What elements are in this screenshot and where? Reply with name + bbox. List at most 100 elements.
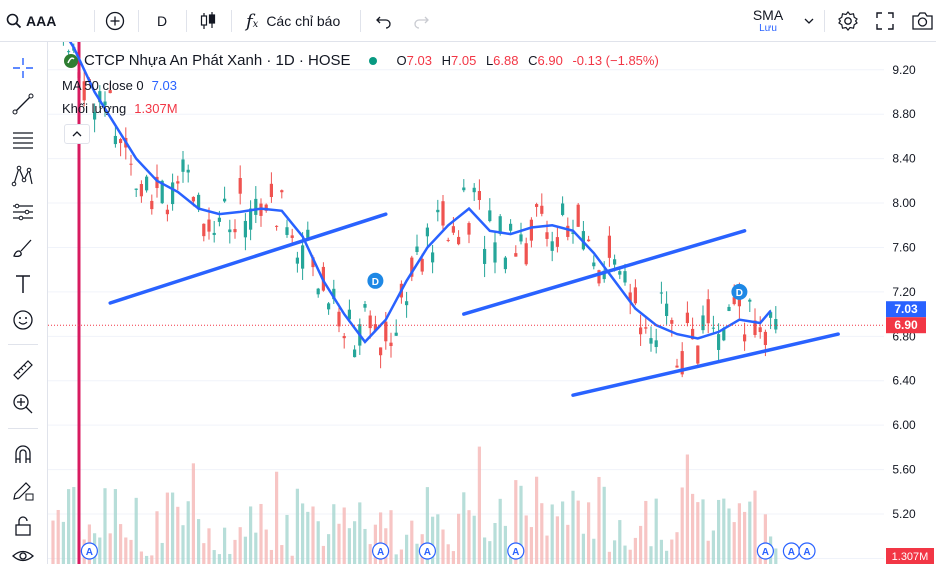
volume-bar: [285, 514, 289, 564]
event-marker-text: A: [377, 547, 384, 558]
candle-body: [160, 180, 164, 204]
candle-body: [368, 315, 372, 329]
candle-body: [347, 309, 351, 320]
emoji-tool[interactable]: [9, 306, 37, 334]
candle-body: [665, 303, 669, 317]
volume-bar: [394, 554, 398, 564]
volume-last-text: 1.307M: [892, 551, 929, 563]
trendline: [462, 229, 747, 316]
event-marker-circle: [756, 542, 775, 560]
visibility-tool[interactable]: [9, 542, 37, 570]
volume-bar: [181, 525, 185, 564]
fullscreen-button[interactable]: [876, 0, 894, 42]
event-marker-text: A: [424, 547, 431, 558]
candle-body: [394, 332, 398, 336]
volume-bar: [561, 501, 565, 564]
snapshot-button[interactable]: [911, 0, 933, 42]
zoom-tool[interactable]: [9, 390, 37, 418]
candle-body: [545, 232, 549, 239]
dividend-marker-circle: [367, 272, 384, 289]
volume-legend[interactable]: Khối lượng 1.307M: [62, 101, 178, 116]
candle-body: [139, 184, 143, 197]
volume-bar: [217, 554, 221, 564]
volume-bar: [61, 521, 65, 564]
magnet-tool[interactable]: [9, 440, 37, 468]
horizontal-lines-tool[interactable]: [9, 126, 37, 154]
volume-bar: [691, 493, 695, 564]
candle-body: [514, 253, 518, 257]
candle-body: [685, 312, 689, 324]
candle-body: [108, 90, 112, 94]
candle-body: [212, 232, 216, 235]
candle-body: [233, 229, 237, 233]
volume-bar: [659, 539, 663, 564]
compare-button[interactable]: [105, 0, 125, 42]
candle-body: [295, 257, 299, 264]
settings-button[interactable]: [837, 0, 859, 42]
indicators-button[interactable]: fx Các chỉ báo: [246, 0, 340, 42]
volume-bar: [748, 501, 752, 564]
candle-body: [561, 203, 565, 215]
volume-bar: [457, 513, 461, 564]
crosshair-tool[interactable]: [9, 54, 37, 82]
volume-bar: [550, 504, 554, 564]
volume-bar: [685, 454, 689, 564]
volume-bar: [498, 498, 502, 564]
candle-body: [223, 198, 227, 202]
candles: [62, 42, 778, 378]
candle-body: [462, 187, 466, 191]
volume-bar: [212, 550, 216, 564]
volume-bar: [472, 515, 476, 564]
tick-label: 8.00: [892, 196, 916, 210]
lock-drawings-tool[interactable]: [9, 476, 37, 504]
undo-button[interactable]: [375, 0, 393, 42]
volume-bar: [623, 545, 627, 564]
forecast-tool[interactable]: [9, 198, 37, 226]
candle-body: [275, 225, 279, 227]
dividend-marker-text: D: [736, 288, 743, 299]
chart-type-button[interactable]: [199, 0, 217, 42]
event-marker-circle: [80, 542, 99, 560]
indicator-template-button[interactable]: SMA Lưu: [742, 6, 794, 38]
tick-label: 5.60: [892, 463, 916, 477]
collapse-legend-button[interactable]: [64, 124, 90, 144]
ma-legend[interactable]: MA 50 close 0 7.03: [62, 78, 177, 93]
redo-button[interactable]: [412, 0, 430, 42]
pencil-lock-icon: [13, 482, 34, 501]
candle-body: [337, 311, 341, 327]
lock-tool[interactable]: [9, 512, 37, 540]
tick-label: 9.20: [892, 63, 916, 77]
volume-bars: [48, 69, 884, 564]
candle-body: [722, 328, 726, 341]
symbol-search[interactable]: AAA: [6, 0, 56, 42]
candle-body: [717, 334, 721, 350]
candle-body: [451, 226, 455, 233]
text-tool[interactable]: [9, 270, 37, 298]
volume-bar: [56, 509, 60, 564]
event-marker-circle: [372, 542, 390, 560]
brush-tool[interactable]: [9, 234, 37, 262]
dropdown-button[interactable]: [803, 0, 815, 42]
volume-bar: [706, 540, 710, 564]
volume-bar: [311, 506, 315, 564]
candle-body: [207, 219, 211, 232]
pattern-tool[interactable]: [9, 162, 37, 190]
volume-bar: [581, 533, 585, 564]
fullscreen-icon: [876, 12, 894, 30]
volume-bar: [342, 507, 346, 564]
brush-icon: [13, 239, 32, 258]
interval-label: D: [157, 13, 168, 29]
volume-bar: [186, 501, 190, 564]
volume-bar: [649, 546, 653, 564]
candle-body: [691, 328, 695, 340]
candle-body: [384, 321, 388, 342]
volume-bar: [618, 520, 622, 564]
measure-tool[interactable]: [9, 356, 37, 384]
crosshair-icon: [13, 58, 33, 78]
candle-body: [93, 112, 97, 120]
candle-body: [602, 270, 606, 280]
candle-body: [425, 227, 429, 237]
interval-button[interactable]: D: [157, 0, 167, 42]
trendline-tool[interactable]: [9, 90, 37, 118]
